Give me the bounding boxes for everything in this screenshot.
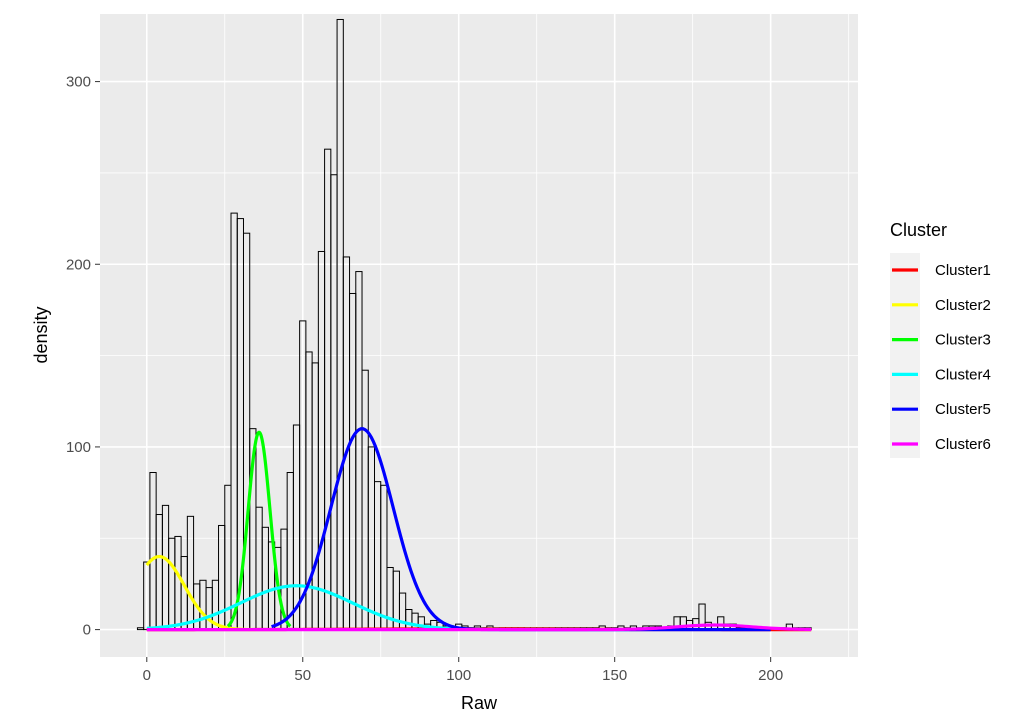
plot-panel (100, 14, 858, 657)
y-tick-label: 0 (83, 622, 91, 639)
y-axis-title: density (31, 306, 51, 363)
density-curves (145, 427, 812, 632)
legend-key-background (890, 253, 920, 458)
legend-label-cluster4: Cluster4 (935, 366, 991, 383)
density-curve-cluster6 (146, 623, 812, 632)
x-tick-label: 50 (294, 667, 311, 684)
x-axis-title: Raw (461, 693, 498, 713)
legend-title: Cluster (890, 220, 947, 240)
y-tick-label: 100 (66, 439, 91, 456)
legend-label-cluster2: Cluster2 (935, 297, 991, 314)
x-tick-label: 200 (758, 667, 783, 684)
legend-label-cluster6: Cluster6 (935, 436, 991, 453)
grid-minor (100, 14, 858, 657)
legend-label-cluster5: Cluster5 (935, 401, 991, 418)
legend: Cluster Cluster1 Cluster2 Cluster3 Cluster4… (890, 220, 991, 458)
y-tick-label: 300 (66, 74, 91, 91)
y-tick-label: 200 (66, 256, 91, 273)
x-tick-label: 0 (143, 667, 151, 684)
legend-label-cluster1: Cluster1 (935, 262, 991, 279)
x-tick-label: 100 (446, 667, 471, 684)
x-tick-label: 150 (602, 667, 627, 684)
density-curve-cluster3 (226, 430, 292, 628)
axes: 0 100 200 300 0 50 100 150 200 (66, 74, 783, 684)
legend-label-cluster3: Cluster3 (935, 332, 991, 349)
